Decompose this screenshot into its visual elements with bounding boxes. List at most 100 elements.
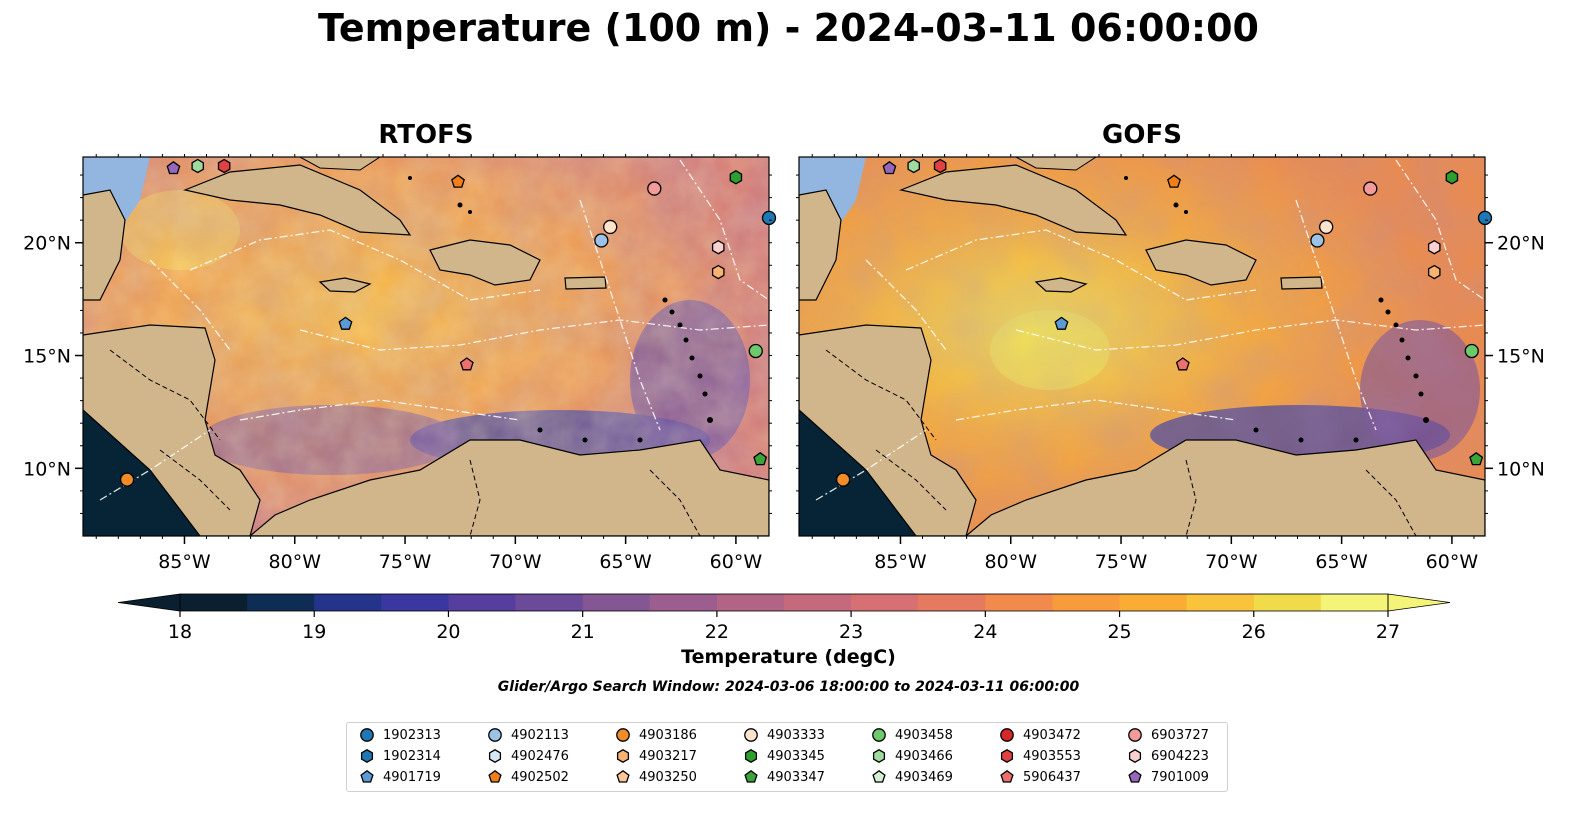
legend-label: 4903345 [767, 748, 825, 764]
lon-tick-label: 80°W [985, 551, 1038, 573]
legend-item-7901009: 7901009 [1127, 767, 1209, 787]
legend-item-1902314: 1902314 [359, 746, 441, 766]
float-marker-5906437 [1175, 357, 1190, 371]
colorbar-swatch [448, 594, 517, 611]
legend-item-4902113: 4902113 [487, 725, 569, 745]
colorbar-swatch [649, 594, 718, 611]
lat-tick-label: 10°N [23, 458, 71, 480]
colorbar-swatch [381, 594, 449, 611]
legend-marker-icon [1128, 749, 1142, 763]
figure-title: Temperature (100 m) - 2024-03-11 06:00:0… [317, 6, 1259, 50]
colorbar-swatch [314, 594, 382, 611]
legend-item-1902313: 1902313 [359, 725, 441, 745]
float-marker-4902502 [451, 174, 465, 188]
float-marker-7901009 [882, 160, 897, 175]
legend-label: 6904223 [1151, 748, 1209, 764]
legend-item-4903469: 4903469 [871, 767, 953, 787]
legend-marker-4902113 [488, 728, 502, 742]
colorbar-tick-label: 18 [168, 621, 192, 643]
colorbar-swatch [247, 594, 315, 611]
float-marker-4903347 [753, 451, 768, 466]
legend-item-4903250: 4903250 [615, 767, 697, 787]
legend-item-4903347: 4903347 [743, 767, 825, 787]
legend-item-4903472: 4903472 [999, 725, 1081, 745]
panel-title-gofs: GOFS [1102, 120, 1182, 150]
legend-marker-4903345 [744, 749, 758, 763]
legend-label: 1902314 [383, 748, 441, 764]
legend-marker-icon [360, 769, 374, 783]
legend-label: 4902113 [511, 727, 569, 743]
colorbar-tick-label: 23 [839, 621, 863, 643]
float-marker-6904223 [711, 239, 725, 255]
gofs-float-markers [835, 158, 1493, 487]
lon-tick-label: 60°W [710, 551, 763, 573]
colorbar-tick-label: 19 [302, 621, 326, 643]
float-marker-4903333 [603, 219, 618, 235]
legend-marker-4903466 [872, 749, 886, 763]
legend-label: 4903333 [767, 727, 825, 743]
colorbar-swatch [1186, 594, 1255, 611]
legend-item-4903345: 4903345 [743, 746, 825, 766]
rtofs-frame [82, 156, 770, 537]
legend-marker-icon [1128, 728, 1142, 742]
gofs-frame [798, 156, 1486, 537]
colorbar-swatch [1052, 594, 1121, 611]
colorbar-tick-label: 21 [571, 621, 595, 643]
legend-marker-4902502 [488, 769, 502, 783]
legend-marker-icon [488, 769, 502, 783]
legend-marker-4903553 [1000, 749, 1014, 763]
lon-tick-label: 65°W [1315, 551, 1368, 573]
legend-label: 4903186 [639, 727, 697, 743]
legend-marker-icon [872, 728, 886, 742]
legend-label: 7901009 [1151, 769, 1209, 785]
legend-label: 4902502 [511, 769, 569, 785]
legend-marker-1902313 [360, 728, 374, 742]
colorbar-swatch [1320, 594, 1389, 611]
legend-marker-4903186 [616, 728, 630, 742]
legend-marker-5906437 [1000, 769, 1014, 783]
legend-marker-icon [360, 749, 374, 763]
legend-marker-icon [360, 728, 374, 742]
legend-item-6903727: 6903727 [1127, 725, 1209, 745]
float-marker-4903345 [1445, 170, 1459, 185]
legend-label: 4903458 [895, 727, 953, 743]
legend-marker-icon [616, 728, 630, 742]
panel-title-rtofs: RTOFS [378, 120, 474, 150]
search-window-note: Glider/Argo Search Window: 2024-03-06 18… [497, 679, 1080, 695]
legend-marker-icon [744, 769, 758, 783]
legend-marker-icon [616, 769, 630, 783]
legend-item-4903333: 4903333 [743, 725, 825, 745]
float-marker-7901009 [166, 160, 181, 175]
legend-marker-4903347 [744, 769, 758, 783]
float-marker-4903458 [1464, 343, 1479, 359]
legend-marker-7901009 [1128, 769, 1142, 783]
float-marker-6903727 [1363, 181, 1378, 196]
lon-tick-label: 85°W [158, 551, 211, 573]
float-marker-4903333 [1319, 219, 1334, 235]
legend-label: 4903469 [895, 769, 953, 785]
float-marker-4902502 [1167, 174, 1181, 188]
float-marker-4903186 [119, 472, 135, 487]
rtofs-map [83, 157, 769, 536]
legend-marker-icon [1000, 749, 1014, 763]
legend-label: 4903472 [1023, 727, 1081, 743]
legend-marker-4903472 [1000, 728, 1014, 742]
colorbar-extend-high [1387, 593, 1451, 612]
legend-item-4902502: 4902502 [487, 767, 569, 787]
colorbar-tick-label: 26 [1242, 621, 1266, 643]
legend-marker-icon [872, 769, 886, 783]
legend-item-4903217: 4903217 [615, 746, 697, 766]
float-marker-4903553 [933, 158, 947, 174]
legend-label: 6903727 [1151, 727, 1209, 743]
legend-label: 4903553 [1023, 748, 1081, 764]
legend-label: 5906437 [1023, 769, 1081, 785]
lat-tick-label: 15°N [1497, 346, 1545, 368]
colorbar-tick-label: 25 [1107, 621, 1131, 643]
legend-item-4903186: 4903186 [615, 725, 697, 745]
float-marker-5906437 [459, 357, 474, 371]
colorbar-swatch [918, 594, 986, 611]
lon-tick-label: 65°W [599, 551, 652, 573]
legend-marker-icon [1000, 769, 1014, 783]
legend-item-5906437: 5906437 [999, 767, 1081, 787]
